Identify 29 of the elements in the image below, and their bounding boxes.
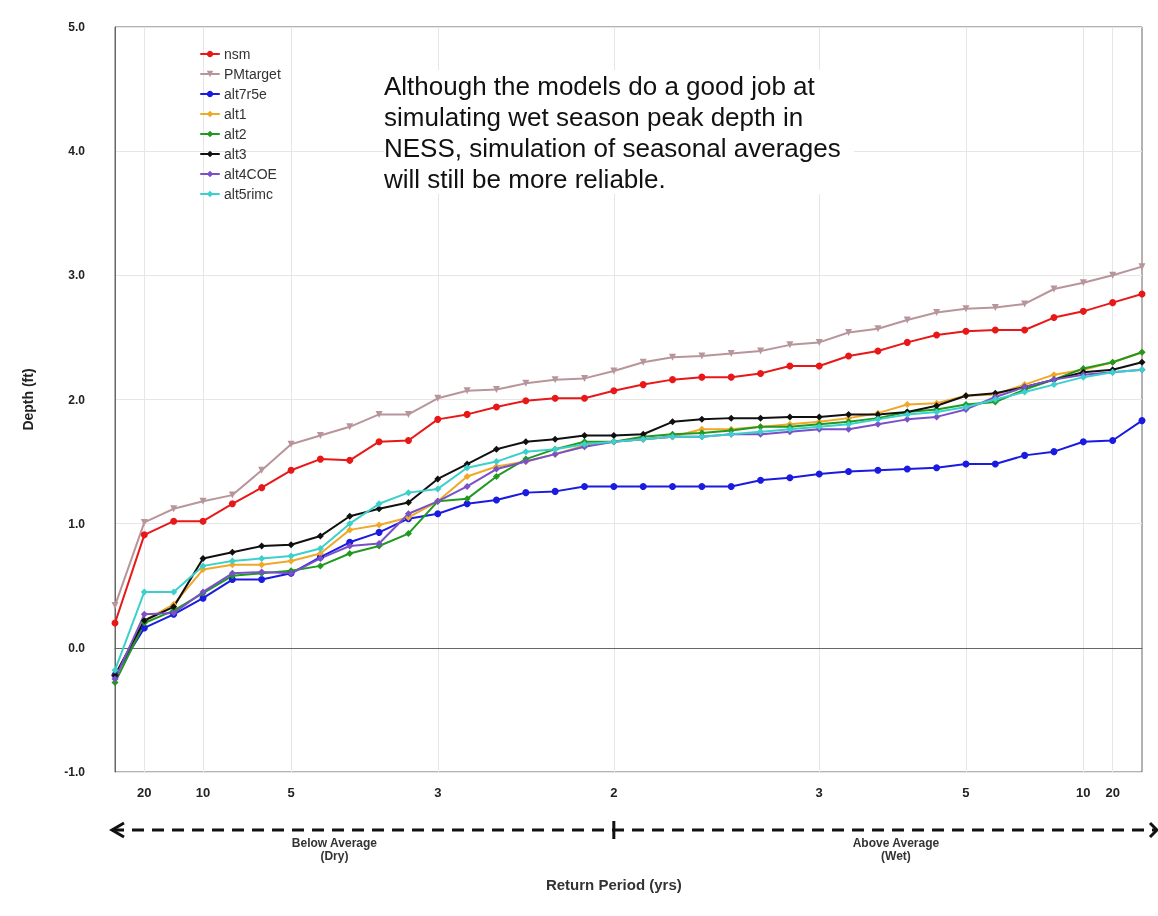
x-tick-label: 20 (137, 785, 152, 800)
y-tick-label: 3.0 (68, 268, 86, 283)
x-tick-label: 20 (1105, 785, 1120, 800)
legend-label: alt7r5e (224, 86, 268, 102)
x-tick-label: 3 (815, 785, 823, 800)
legend-label: alt3 (224, 146, 247, 162)
y-axis-title: Depth (ft) (20, 368, 36, 431)
y-tick-label: 5.0 (68, 20, 86, 34)
y-tick-label: 4.0 (68, 144, 86, 159)
y-tick-label: -1.0 (64, 765, 86, 779)
y-tick-label: 1.0 (68, 516, 86, 531)
x-tick-label: 3 (434, 785, 442, 800)
legend-label: alt2 (224, 126, 247, 142)
legend-label: alt1 (224, 106, 247, 122)
x-tick-label: 10 (1076, 785, 1091, 800)
text: Above Average (Wet) (852, 835, 940, 863)
y-tick-label: 0.0 (68, 640, 86, 655)
legend-label: alt5rimc (224, 186, 274, 202)
legend-label: nsm (224, 46, 251, 62)
text: Below Average (Dry) (291, 835, 378, 863)
x-tick-label: 10 (195, 785, 211, 800)
x-tick-label: 5 (962, 785, 970, 800)
x-tick-label: 5 (287, 785, 295, 800)
x-tick-label: 2 (610, 785, 618, 800)
y-tick-label: 2.0 (68, 392, 86, 407)
legend-label: alt4COE (224, 166, 277, 182)
annotation: Although the models do a good job at simulating wet season peak depth in NESS, simulation of seasonal averages will still be more reliable. (383, 70, 848, 194)
legend-label: PMtarget (224, 66, 281, 82)
text: Return Period (yrs) (545, 876, 682, 893)
